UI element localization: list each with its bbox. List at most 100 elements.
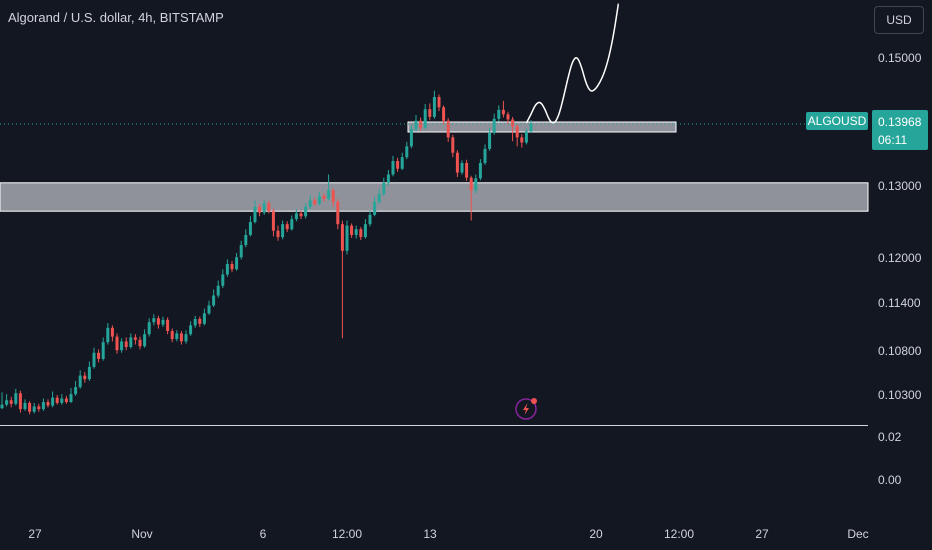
candle-body: [110, 327, 114, 337]
candle-body: [368, 214, 372, 225]
candle-body: [442, 107, 446, 121]
candle-body: [28, 402, 32, 412]
candle-body: [336, 201, 340, 225]
y-tick-label: 0.10800: [878, 344, 922, 358]
candle-body: [92, 352, 96, 367]
x-tick-label: 12:00: [664, 527, 694, 541]
candle-body: [78, 375, 82, 388]
candle-body: [359, 229, 363, 238]
candle-body: [405, 146, 409, 158]
candle-body: [345, 225, 349, 251]
candle-body: [64, 398, 68, 403]
candle-body: [515, 126, 519, 138]
price-label-box: [872, 110, 928, 150]
candle-body: [396, 161, 400, 169]
countdown-value: 06:11: [878, 133, 907, 147]
candle-body: [23, 402, 27, 410]
candle-body: [469, 177, 473, 191]
projection-drawing: [525, 3, 620, 124]
candle-body: [74, 387, 78, 395]
candle-body: [520, 137, 524, 143]
x-tick-label: Dec: [847, 527, 868, 541]
candle-body: [143, 334, 147, 347]
indicator-tick-label: 0.02: [878, 430, 902, 444]
candle-body: [386, 174, 390, 183]
candle-body: [432, 97, 436, 117]
candle-body: [327, 190, 331, 199]
candle-body: [488, 132, 492, 149]
lightning-icon[interactable]: [515, 398, 537, 420]
candle-body: [276, 230, 280, 238]
price-badge: ALGOUSD 0.13968 06:11: [806, 110, 928, 150]
price-axis[interactable]: 0.15000 0.13000 0.12000 0.11400 0.10800 0.103…: [878, 51, 922, 402]
candle-body: [129, 337, 133, 347]
candle-body: [216, 285, 220, 296]
candle-body: [235, 257, 239, 270]
candle-body: [437, 97, 441, 108]
candle-body: [317, 196, 321, 204]
candle-body: [83, 375, 87, 380]
candle-body: [483, 148, 487, 163]
candle-body: [451, 137, 455, 153]
candle-body: [529, 123, 533, 132]
candle-body: [501, 109, 505, 115]
time-axis[interactable]: 27 Nov 6 12:00 13 20 12:00 27 Dec: [28, 527, 868, 541]
candle-body: [179, 333, 183, 342]
candle-body: [294, 213, 298, 220]
candle-body: [115, 336, 119, 351]
symbol-badge: [806, 112, 868, 130]
candle-body: [189, 325, 193, 335]
candle-body: [299, 213, 303, 217]
candle-body: [152, 318, 156, 323]
candle-body: [239, 245, 243, 258]
candle-body: [423, 109, 427, 128]
candle-body: [0, 404, 4, 409]
symbol-label: ALGOUSD: [808, 114, 867, 128]
candle-body: [106, 327, 110, 343]
candle-body: [524, 131, 528, 143]
candle-body: [221, 274, 225, 286]
candle-body: [511, 119, 515, 127]
candle-body: [391, 161, 395, 175]
candle-body: [308, 200, 312, 207]
candle-body: [428, 109, 432, 117]
zone-rect[interactable]: [0, 182, 869, 212]
y-tick-label: 0.11400: [878, 296, 921, 310]
candle-body: [207, 305, 211, 314]
y-tick-label: 0.12000: [878, 251, 922, 265]
candle-body: [244, 234, 248, 246]
candle-body: [161, 319, 165, 325]
y-tick-label: 0.10300: [878, 388, 922, 402]
candle-body: [350, 225, 354, 235]
candle-body: [212, 295, 216, 306]
candle-body: [101, 342, 105, 359]
candle-body: [340, 224, 344, 251]
indicator-tick-label: 0.00: [878, 473, 902, 487]
candle-body: [304, 206, 308, 217]
candle-body: [460, 162, 464, 173]
candle-body: [170, 331, 174, 339]
x-tick-label: 12:00: [332, 527, 362, 541]
candle-body: [248, 222, 252, 235]
candle-body: [281, 224, 285, 238]
candle-body: [474, 178, 478, 191]
candle-body: [138, 339, 142, 347]
candle-body: [446, 120, 450, 138]
candle-body: [414, 120, 418, 130]
candle-body: [267, 203, 271, 212]
candle-body: [262, 203, 266, 213]
candle-body: [46, 402, 50, 406]
candle-body: [5, 400, 9, 405]
y-tick-label: 0.13000: [878, 179, 922, 193]
candle-body: [230, 264, 234, 270]
price-value: 0.13968: [878, 115, 922, 129]
candle-body: [97, 352, 101, 359]
x-tick-label: 27: [755, 527, 769, 541]
candles-layer: [0, 90, 533, 415]
zone-rect[interactable]: [407, 121, 677, 133]
candle-body: [322, 196, 326, 199]
candle-body: [400, 157, 404, 169]
candle-body: [175, 333, 179, 339]
currency-button[interactable]: USD: [874, 6, 924, 34]
